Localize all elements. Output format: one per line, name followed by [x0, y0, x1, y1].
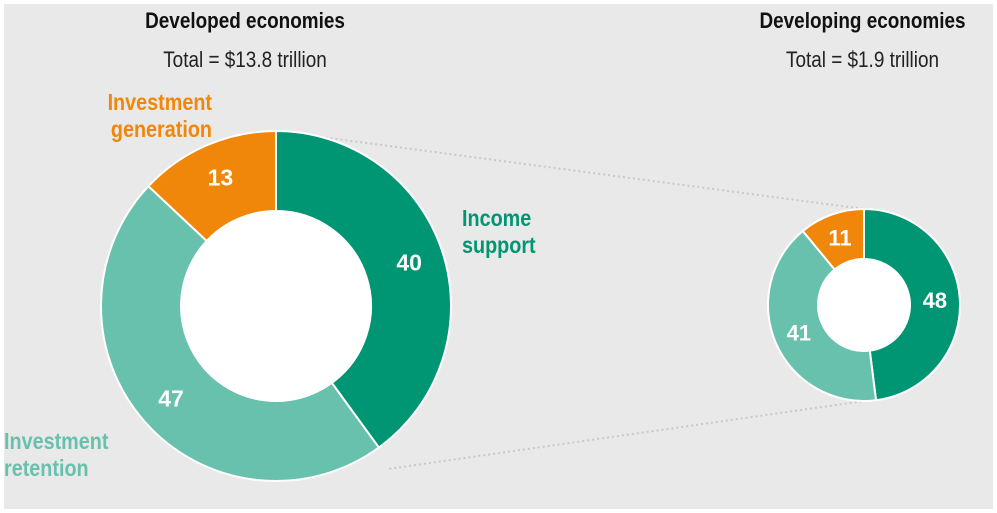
label-investment-generation: Investment generation [83, 89, 212, 143]
developed-value-investment-retention: 47 [158, 386, 184, 412]
connector-bottom [389, 401, 864, 469]
developing-title: Developing economies [749, 8, 977, 34]
label-income-support: Income support [462, 205, 565, 259]
developed-title: Developed economies [133, 8, 357, 34]
developing-value-investment-retention: 41 [787, 321, 811, 346]
developed-value-income-support: 40 [396, 250, 422, 276]
developed-donut-hole [181, 211, 371, 401]
developed-total: Total = $13.8 trillion [133, 47, 357, 73]
developed-value-investment-generation: 13 [208, 165, 234, 191]
label-investment-retention: Investment retention [4, 428, 133, 482]
label-investment-retention-line1: Investment [4, 428, 133, 455]
label-investment-retention-line2: retention [4, 455, 133, 482]
developing-total: Total = $1.9 trillion [749, 47, 977, 73]
label-income-support-line1: Income [462, 205, 565, 232]
label-investment-generation-line2: generation [83, 116, 212, 143]
label-investment-generation-line1: Investment [83, 89, 212, 116]
developing-value-investment-generation: 11 [828, 226, 851, 251]
developing-donut-hole [818, 259, 910, 351]
developing-value-income-support: 48 [923, 288, 947, 313]
label-income-support-line2: support [462, 232, 565, 259]
